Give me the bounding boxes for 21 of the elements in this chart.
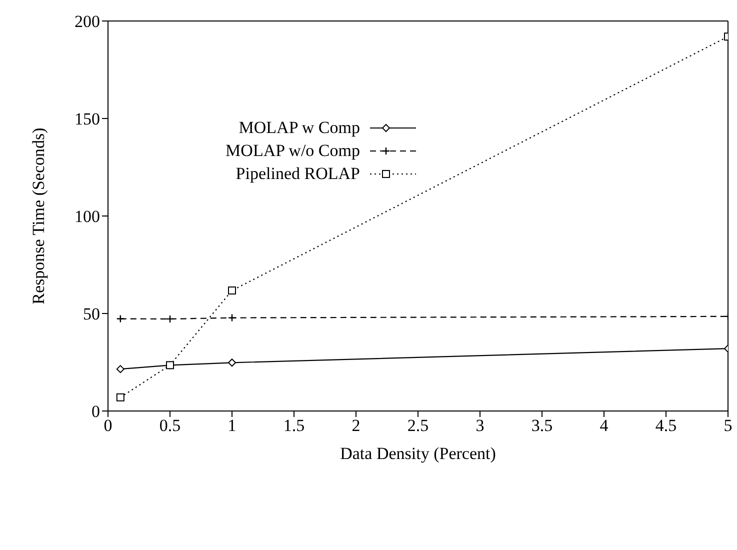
- x-tick-label: 5: [724, 416, 732, 436]
- legend-label: Pipelined ROLAP: [236, 163, 360, 185]
- y-tick-label: 100: [74, 207, 100, 226]
- x-tick-label: 1: [228, 416, 236, 436]
- y-tick-label: 50: [83, 304, 100, 324]
- x-tick-label: 3: [476, 416, 484, 436]
- x-axis-title: Data Density (Percent): [340, 444, 496, 463]
- x-tick-label: 4: [600, 416, 609, 436]
- x-tick-label: 4.5: [655, 416, 677, 436]
- y-tick-label: 200: [74, 12, 100, 32]
- x-tick-label: 3.5: [531, 416, 553, 436]
- legend-label: MOLAP w Comp: [238, 117, 360, 139]
- x-tick-label: 1.5: [283, 416, 305, 436]
- x-tick-label: 2: [352, 416, 360, 436]
- legend-label: MOLAP w/o Comp: [226, 140, 360, 162]
- y-axis-title: Response Time (Seconds): [29, 128, 48, 304]
- y-tick-label: 150: [74, 110, 100, 129]
- x-tick-label: 0.5: [159, 416, 181, 436]
- x-tick-label: 2.5: [407, 416, 429, 436]
- y-tick-label: 0: [92, 402, 100, 422]
- x-tick-label: 0: [104, 416, 112, 436]
